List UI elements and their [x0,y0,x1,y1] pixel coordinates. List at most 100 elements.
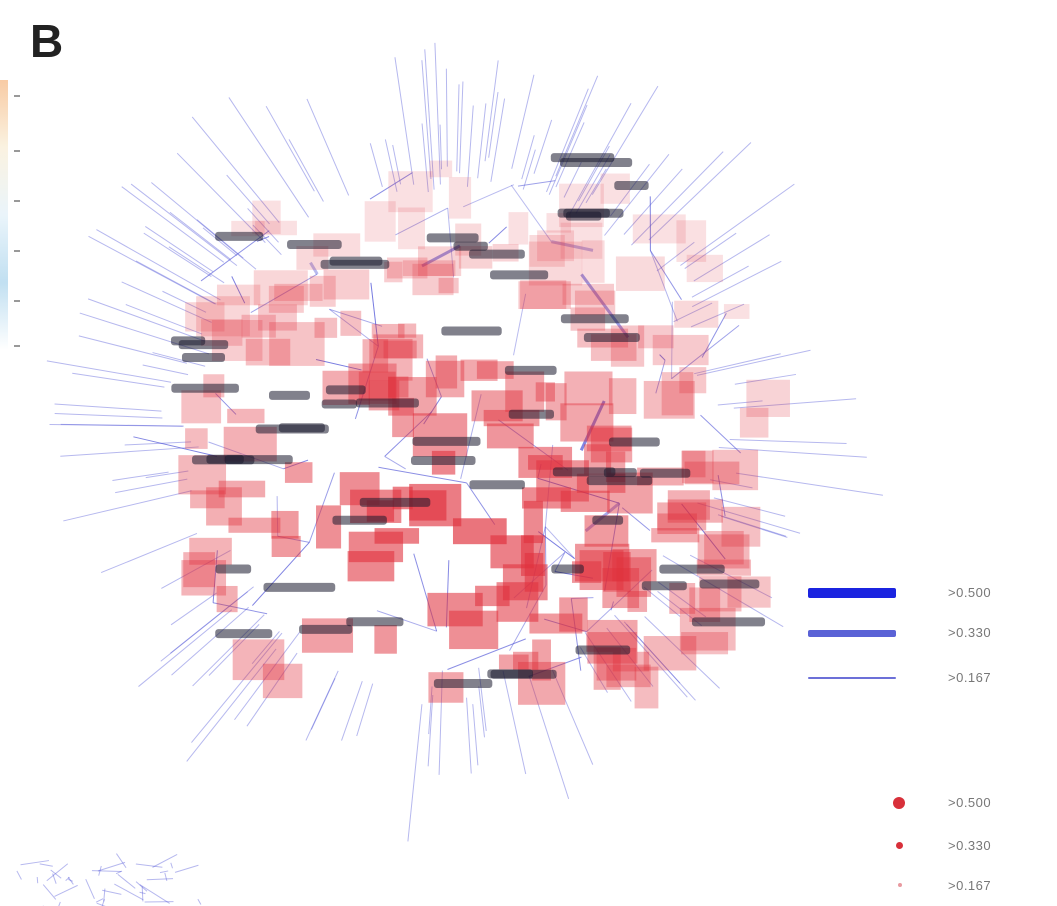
network-edge [58,901,61,906]
network-edge [717,400,763,406]
cluster-patch [253,270,308,306]
network-edge [39,863,53,867]
node-label-blob [508,409,554,419]
cluster-patch [681,632,729,655]
network-edge [170,592,217,626]
network-edge [579,647,608,693]
edge-legend-label: >0.330 [948,625,992,640]
network-edge [631,151,724,246]
network-edge [310,678,336,730]
node-label-blob [563,208,624,218]
network-edge [78,335,187,364]
network-edge [735,472,883,496]
network-edge [170,862,173,869]
network-edge [135,260,217,305]
network-edge [16,870,22,880]
network-edge [710,479,753,489]
network-edge [234,631,301,721]
node-label-blob [469,249,525,259]
node-label-blob [441,326,502,336]
network-edge [121,186,225,263]
node-label-blob [299,624,353,634]
cluster-patch [348,531,404,563]
network-edge [586,569,653,633]
network-edge [729,439,847,444]
network-edge [648,142,752,241]
network-edge [438,670,443,775]
network-edge [421,60,432,180]
network-edge [733,398,857,409]
cluster-patch [425,360,465,398]
network-edge [579,400,606,451]
network-edge [67,876,74,885]
cluster-patch [271,510,299,539]
cluster-patch [412,263,454,296]
colorbar-tick [14,250,20,252]
cluster-patch [529,613,583,634]
network-edge [478,667,487,732]
node-legend-medium-dot [896,842,903,849]
network-edge [580,273,630,339]
node-label-blob [325,385,366,395]
network-edge [694,353,781,375]
cluster-patch [739,407,769,438]
network-edge [659,354,666,361]
node-legend-small-dot [898,883,902,887]
cluster-patch [374,625,397,654]
network-edge [545,526,575,559]
network-edge [376,610,437,632]
cluster-patch [206,487,242,526]
node-label-blob [170,336,206,346]
cluster-patch [364,201,396,242]
network-edge [52,873,57,884]
edge-legend-thin-line [808,677,896,679]
network-edge [88,235,216,305]
network-edge [392,144,402,185]
cluster-patch [271,535,301,557]
cluster-patch [612,549,657,582]
network-edge [681,503,726,560]
cluster-patch [255,220,297,236]
network-edge [305,670,339,741]
network-edge [139,884,170,904]
cluster-patch [383,340,417,359]
node-label-blob [215,231,264,241]
network-edge [65,876,70,882]
cluster-patch [498,654,529,670]
network-edge [546,88,589,193]
cluster-patch [388,171,433,213]
colorbar-tick [14,345,20,347]
node-label-blob [426,233,479,243]
network-edge [162,290,207,313]
cluster-patch [608,378,637,415]
node-label-blob [181,352,225,362]
node-legend-label: >0.167 [948,878,992,893]
network-edge [135,863,163,868]
cluster-patch [661,372,694,416]
cluster-patch [686,254,723,283]
network-edge [103,888,106,902]
cluster-patch [579,550,624,591]
network-edge [231,276,246,304]
network-edge [510,184,552,242]
cluster-patch [520,280,567,309]
cluster-patch [387,257,428,279]
cluster-patch [537,230,575,262]
node-label-blob [641,581,687,591]
network-edge [95,898,104,903]
cluster-patch [603,552,631,592]
network-edge [513,293,527,356]
network-edge [421,123,429,193]
network-edge [283,459,309,470]
cluster-patch [252,200,281,234]
network-edge [141,886,144,902]
network-edge [98,865,102,876]
network-edge [684,232,737,269]
cluster-patch [216,585,238,613]
network-edge [60,423,184,427]
network-edge [521,135,535,180]
network-edge [100,532,198,574]
network-edge [138,609,233,687]
network-edge [673,302,713,323]
network-edge [124,441,192,446]
